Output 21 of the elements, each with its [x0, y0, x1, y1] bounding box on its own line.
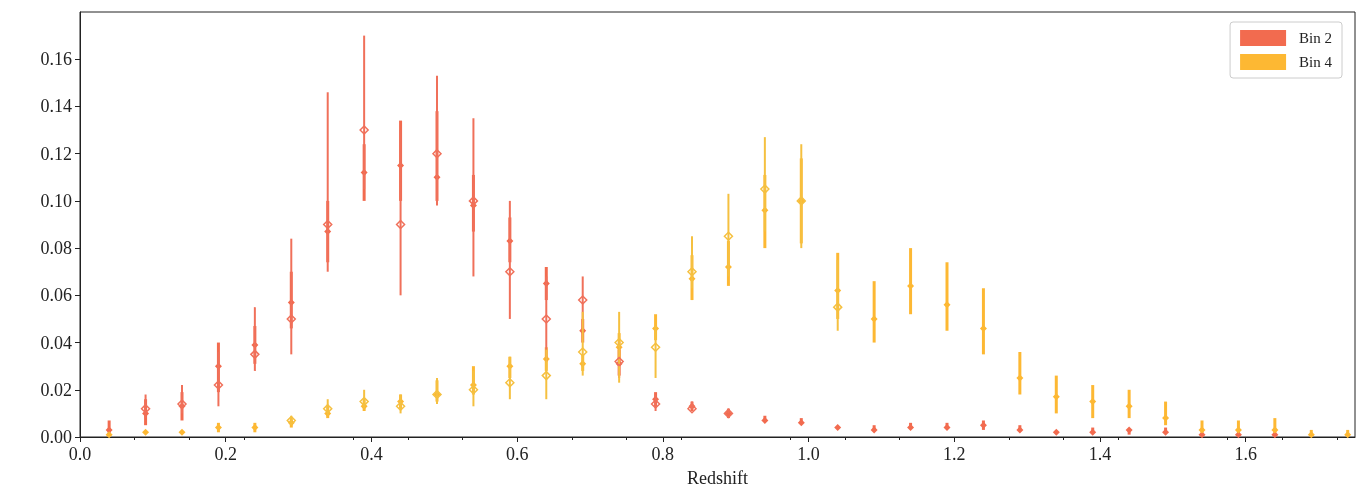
x-tick-label: 0.8 [651, 444, 675, 464]
y-tick-label: 0.12 [40, 143, 72, 164]
y-tick-label: 0.06 [40, 285, 72, 306]
y-tick-label: 0.14 [40, 96, 72, 117]
x-axis-title: Redshift [687, 468, 748, 488]
x-tick-label: 0.0 [68, 444, 92, 464]
y-tick-label: 0.16 [40, 49, 72, 70]
legend-label: Bin 2 [1299, 30, 1333, 46]
y-tick-label: 0.02 [40, 379, 72, 400]
x-tick-label: 1.4 [1088, 444, 1112, 464]
y-tick-label: 0.10 [40, 190, 72, 211]
x-tick-label: 0.6 [505, 444, 529, 464]
x-tick-label: 1.2 [943, 444, 966, 464]
y-tick-label: 0.08 [40, 238, 72, 259]
x-tick-label: 0.2 [214, 444, 237, 464]
y-tick-label: 0.04 [40, 332, 72, 353]
legend-label: Bin 4 [1299, 54, 1333, 70]
y-tick-label: 0.00 [40, 427, 72, 447]
x-tick-label: 0.4 [360, 444, 383, 464]
x-tick-label: 1.6 [1234, 444, 1257, 464]
x-tick-label: 1.0 [797, 444, 820, 464]
